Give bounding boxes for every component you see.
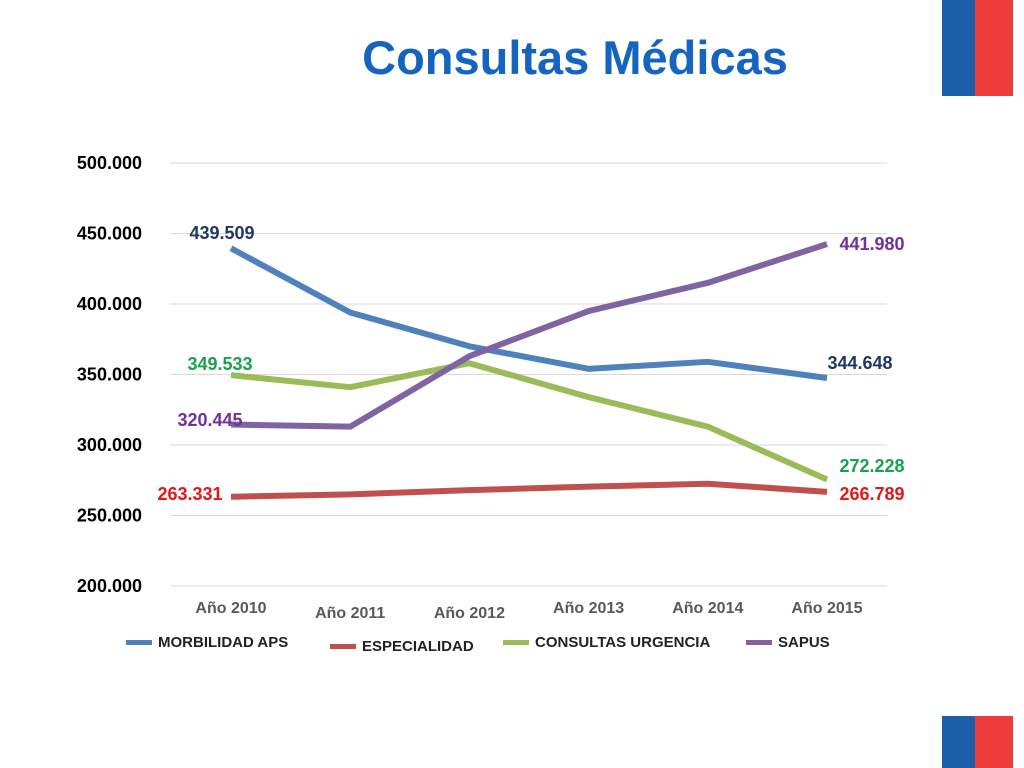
series-line [230,360,829,483]
series-line [230,241,828,430]
legend-swatch [746,640,772,645]
x-tick-label: Año 2015 [791,600,862,617]
data-label: 320.445 [177,410,242,430]
flag-blue-stripe [942,0,975,96]
legend-label: ESPECIALIDAD [362,638,474,655]
y-tick-label: 300.000 [77,435,142,455]
series-line [229,245,828,381]
data-label: 266.789 [839,484,904,504]
legend-item: MORBILIDAD APS [126,634,288,651]
legend-swatch [330,644,356,649]
legend-swatch [126,640,152,645]
data-label: 272.228 [839,456,904,476]
legend-item: CONSULTAS URGENCIA [503,634,710,651]
x-tick-label: Año 2012 [434,605,505,622]
y-tick-label: 400.000 [77,294,142,314]
page-title: Consultas Médicas [362,31,788,84]
x-tick-label: Año 2010 [195,600,266,617]
y-tick-label: 250.000 [77,506,142,526]
x-tick-label: Año 2014 [672,600,743,617]
flag-top-decoration [942,0,1013,96]
data-label: 263.331 [157,484,222,504]
chart-legend: MORBILIDAD APS ESPECIALIDAD CONSULTAS URGE… [0,634,1024,664]
y-tick-label: 450.000 [77,224,142,244]
y-tick-label: 350.000 [77,365,142,385]
legend-swatch [503,640,529,645]
y-tick-label: 200.000 [77,576,142,596]
data-label: 344.648 [827,353,892,373]
series-line [230,480,828,500]
y-tick-label: 500.000 [77,153,142,173]
x-tick-label: Año 2011 [315,605,385,622]
legend-label: MORBILIDAD APS [158,634,289,651]
flag-red-stripe [975,716,1013,768]
legend-item: SAPUS [746,634,830,651]
data-label: 439.509 [189,223,254,243]
flag-blue-stripe [942,716,975,768]
flag-bottom-decoration [942,716,1013,768]
x-tick-label: Año 2013 [553,600,624,617]
legend-label: SAPUS [778,634,830,651]
flag-red-stripe [975,0,1013,96]
data-label: 349.533 [187,354,252,374]
data-label: 441.980 [839,234,904,254]
legend-label: CONSULTAS URGENCIA [535,634,711,651]
legend-item: ESPECIALIDAD [330,638,474,655]
